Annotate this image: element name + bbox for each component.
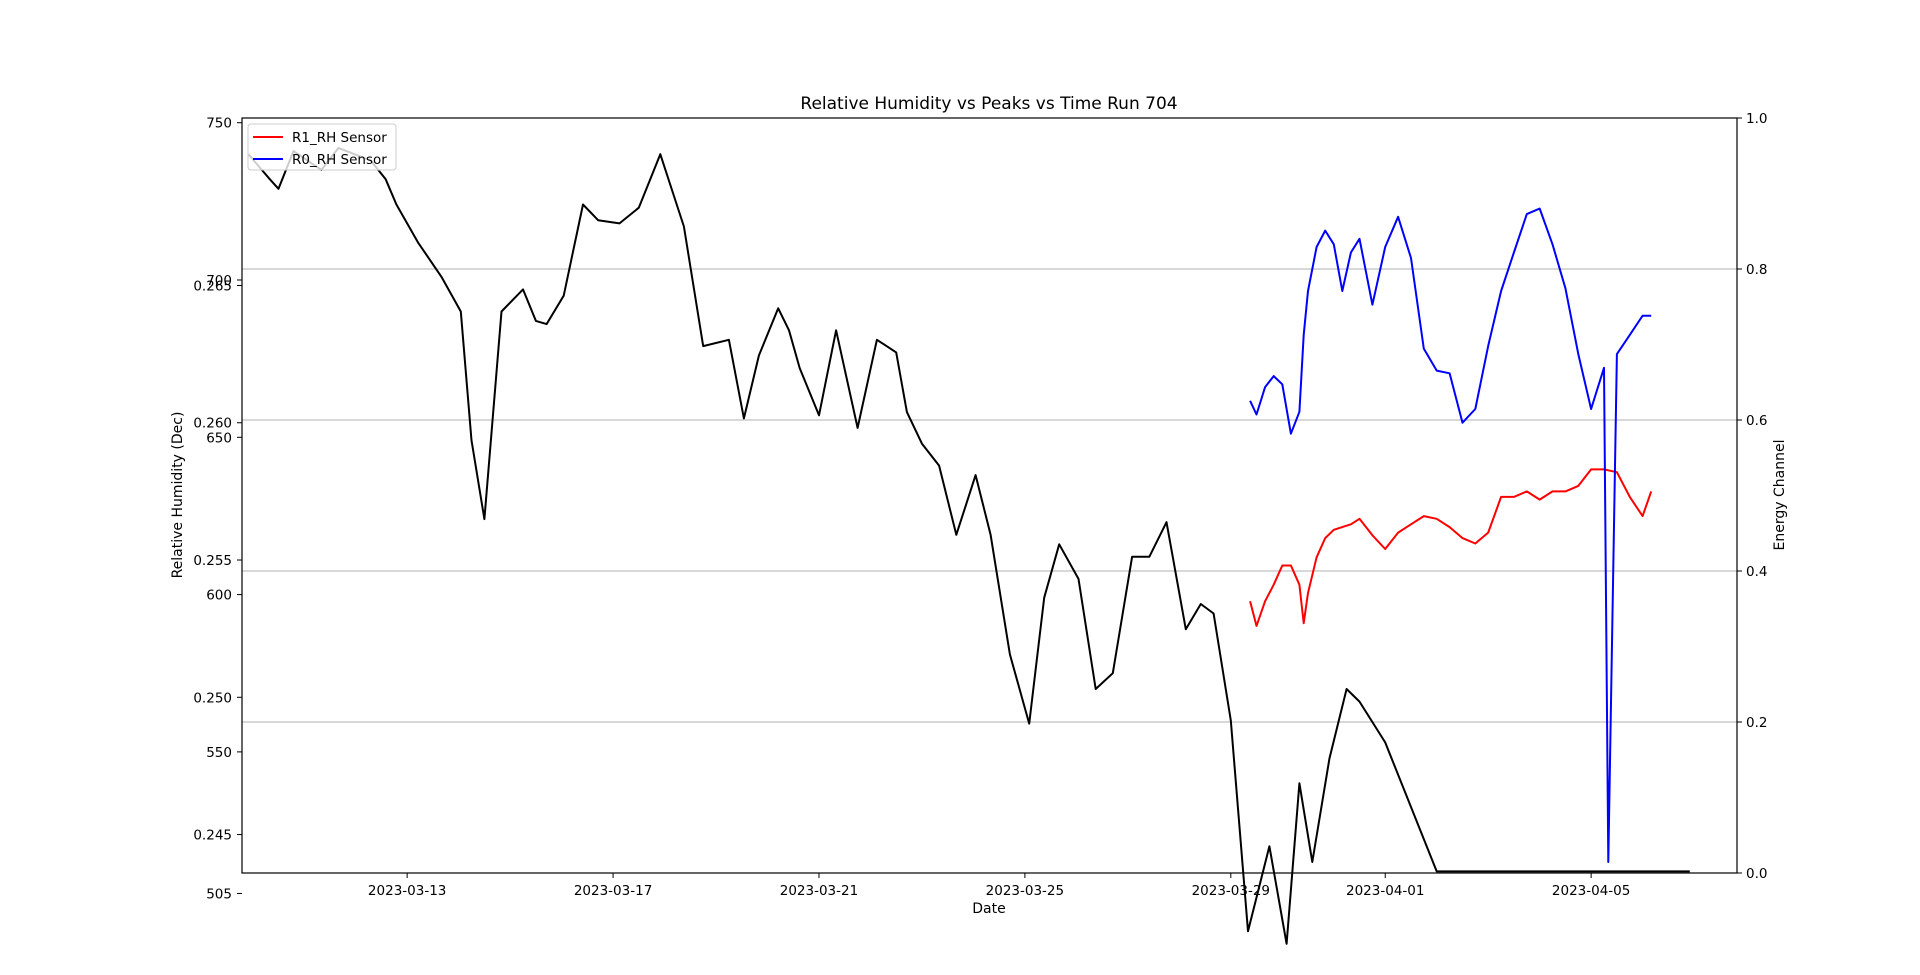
x-tick-label: 2023-03-13 — [368, 883, 446, 899]
left-tick-label-peaks: 550 — [206, 745, 232, 761]
x-axis-ticks: 2023-03-13 2023-03-17 2023-03-21 2023-03-25… — [368, 873, 1630, 899]
x-tick-label: 2023-03-29 — [1192, 883, 1270, 899]
series-line-r1-rh-sensor — [1249, 468, 1653, 627]
plot-frame — [241, 117, 1738, 874]
legend: R1_RH Sensor R0_RH Sensor — [247, 123, 397, 171]
right-y-axis-label: Energy Channel — [1772, 440, 1788, 551]
right-tick-label: 0.8 — [1746, 262, 1767, 278]
left-tick-label-humidity: 0.255 — [193, 553, 232, 569]
right-tick-label: 0.0 — [1746, 866, 1767, 882]
y-axis-label: Relative Humidity (Dec) — [170, 412, 186, 579]
left-tick-label-humidity: 0.260 — [193, 416, 232, 432]
left-tick-label-peaks: 750 — [206, 116, 232, 132]
x-tick-label: 2023-03-21 — [780, 883, 858, 899]
left-tick-label-humidity: 0.250 — [193, 690, 232, 706]
left-tick-label-humidity: 0.265 — [193, 278, 232, 294]
chart-title: Relative Humidity vs Peaks vs Time Run 7… — [800, 94, 1177, 114]
left-axis-ticks-humidity: 0.245 0.250 0.255 0.260 0.265 — [193, 278, 242, 844]
right-tick-label: 0.6 — [1746, 413, 1767, 429]
right-tick-label: 0.4 — [1746, 564, 1767, 580]
x-axis-label: Date — [972, 901, 1005, 917]
x-tick-label: 2023-04-01 — [1346, 883, 1424, 899]
x-tick-label: 2023-03-25 — [986, 883, 1064, 899]
right-axis-ticks: 0.0 0.2 0.4 0.6 0.8 1.0 — [1737, 111, 1767, 882]
left-tick-label-humidity: 0.245 — [193, 828, 232, 844]
x-tick-label: 2023-04-05 — [1552, 883, 1630, 899]
right-tick-label: 1.0 — [1746, 111, 1767, 127]
left-tick-label-peaks: 505 — [206, 886, 232, 902]
series-line-r0-rh-sensor — [1249, 207, 1652, 863]
left-tick-label-peaks: 650 — [206, 430, 232, 446]
legend-label-r0: R0_RH Sensor — [292, 152, 387, 168]
legend-box — [247, 123, 397, 171]
right-tick-label: 0.2 — [1746, 715, 1767, 731]
left-tick-label-peaks: 600 — [206, 588, 232, 604]
legend-label-r1: R1_RH Sensor — [292, 130, 387, 146]
left-axis-ticks-peaks: 505 550 600 650 700 750 — [206, 116, 242, 902]
series-line-peaks — [247, 146, 1690, 945]
series-layer — [247, 146, 1690, 945]
x-tick-label: 2023-03-17 — [574, 883, 652, 899]
right-axis-grid — [242, 117, 1737, 874]
left-tick-label-peaks: 700 — [206, 273, 232, 289]
